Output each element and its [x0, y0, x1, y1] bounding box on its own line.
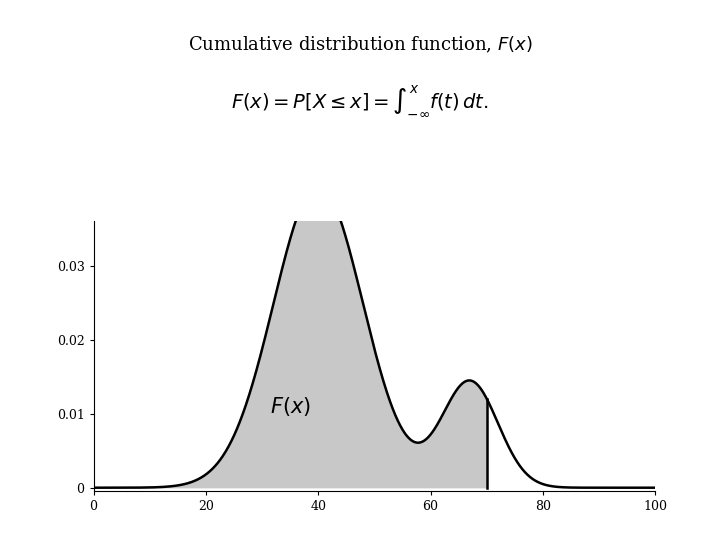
- Text: Cumulative distribution function, $F(x)$: Cumulative distribution function, $F(x)$: [188, 35, 532, 56]
- Text: $F(x)$: $F(x)$: [270, 395, 310, 418]
- Polygon shape: [94, 185, 487, 488]
- Text: $F(x) = P[X \leq x] = \int_{-\infty}^{x} f(t)\,dt.$: $F(x) = P[X \leq x] = \int_{-\infty}^{x}…: [231, 84, 489, 118]
